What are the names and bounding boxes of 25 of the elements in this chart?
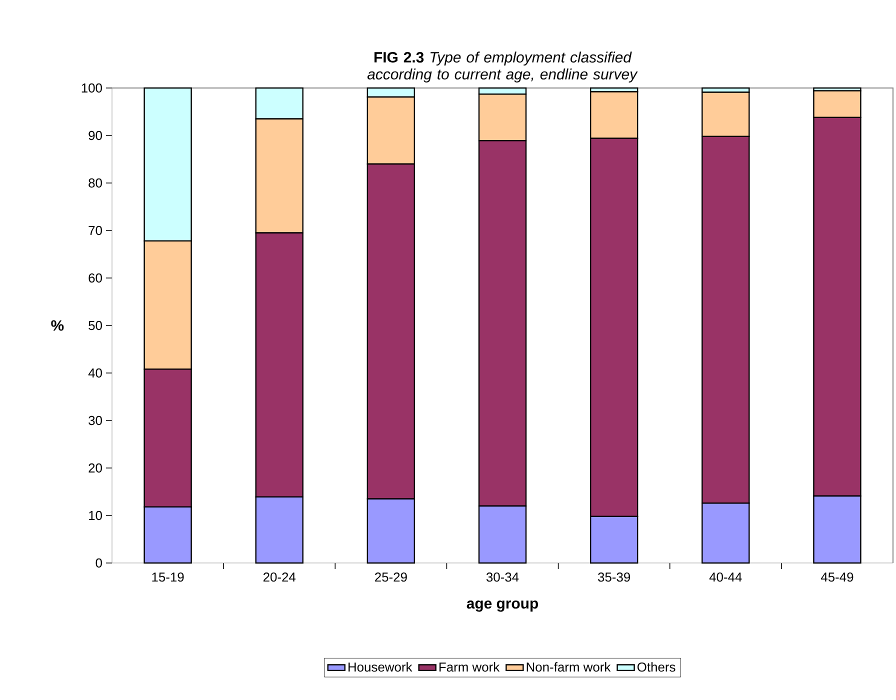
x-tick-label: 40-44 bbox=[709, 572, 742, 582]
x-tick-label: 35-39 bbox=[598, 572, 630, 582]
legend-label: Farm work bbox=[440, 662, 500, 672]
x-tick-label: 20-24 bbox=[263, 572, 296, 582]
x-tick-label: 25-29 bbox=[375, 572, 407, 582]
x-tick-label: 45-49 bbox=[820, 572, 854, 582]
y-tick-label: 30 bbox=[88, 416, 102, 426]
y-tick-label: 40 bbox=[88, 368, 102, 378]
legend-label: Others bbox=[637, 662, 676, 672]
y-tick-label: 80 bbox=[88, 178, 102, 188]
legend-label: Housework bbox=[348, 662, 412, 672]
x-axis-title: age group bbox=[466, 600, 538, 612]
chart-title: FIG 2.3 Type of employment classified according to current age, endline survey bbox=[367, 52, 638, 82]
y-tick-label: 10 bbox=[89, 510, 102, 520]
x-tick-label: 30-34 bbox=[486, 572, 519, 582]
legend-label: Non-farm work bbox=[526, 662, 611, 672]
y-axis-title: % bbox=[51, 320, 64, 331]
y-tick-label: 100 bbox=[82, 83, 102, 93]
y-tick-label: 50 bbox=[88, 320, 102, 330]
y-tick-label: 60 bbox=[88, 273, 102, 283]
y-tick-label: 20 bbox=[88, 463, 102, 473]
y-tick-label: 70 bbox=[88, 226, 102, 236]
x-tick-label: 15-19 bbox=[152, 572, 184, 582]
y-tick-label: 0 bbox=[96, 558, 102, 568]
y-tick-label: 90 bbox=[88, 130, 102, 140]
